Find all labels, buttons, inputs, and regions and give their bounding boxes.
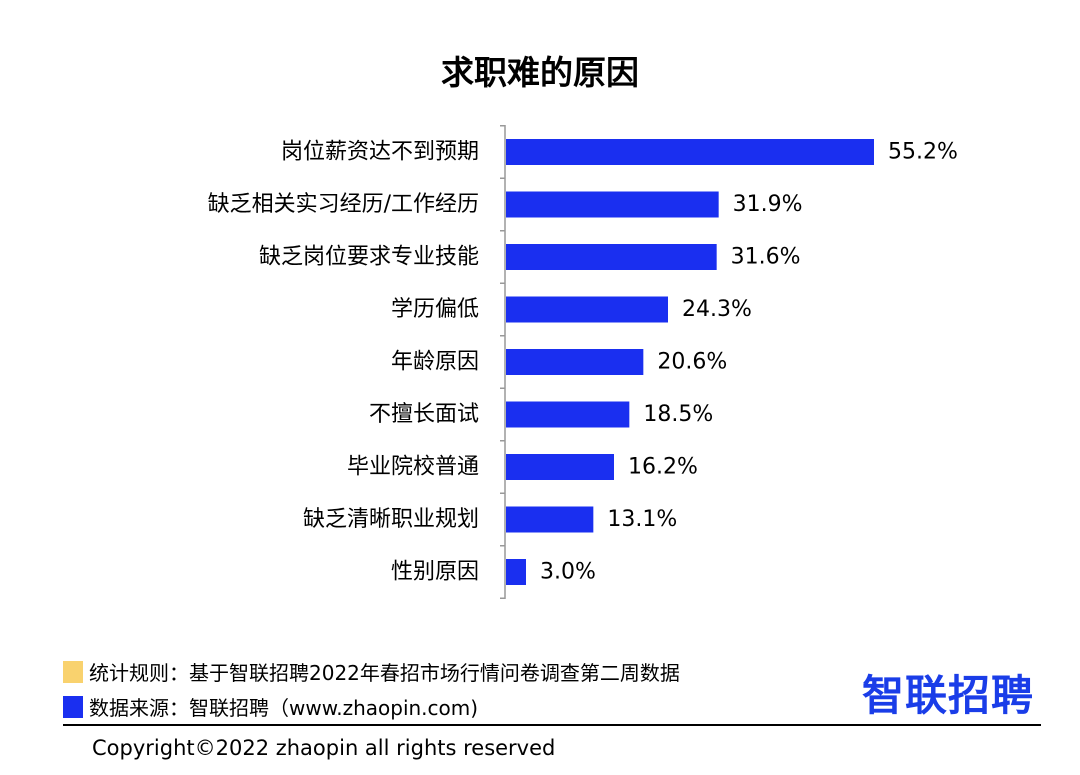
category-label: 岗位薪资达不到预期 — [281, 140, 479, 165]
data-source-note: 数据来源：智联招聘（www.zhaopin.com) — [63, 692, 478, 721]
category-label: 缺乏岗位要求专业技能 — [259, 245, 479, 270]
category-label: 缺乏清晰职业规划 — [303, 507, 479, 532]
value-label: 16.2% — [628, 455, 698, 480]
stat-rule-note: 统计规则：基于智联招聘2022年春招市场行情问卷调查第二周数据 — [63, 657, 680, 686]
value-label: 13.1% — [607, 507, 677, 532]
bar — [506, 559, 526, 585]
bar — [506, 349, 644, 375]
bar — [506, 506, 594, 533]
category-label: 缺乏相关实习经历/工作经历 — [208, 192, 479, 217]
footer-divider — [63, 724, 1041, 726]
rule-swatch — [63, 660, 83, 683]
category-label: 性别原因 — [391, 560, 479, 585]
stat-rule-text: 统计规则：基于智联招聘2022年春招市场行情问卷调查第二周数据 — [89, 661, 680, 685]
value-label: 31.6% — [731, 245, 801, 270]
value-label: 3.0% — [540, 560, 596, 585]
chart-title: 求职难的原因 — [441, 53, 639, 92]
category-label: 学历偏低 — [391, 297, 479, 322]
category-label: 年龄原因 — [391, 350, 479, 375]
bar-chart: 岗位薪资达不到预期 55.2% 缺乏相关实习经历/工作经历 31.9% 缺乏岗位要求专业… — [208, 125, 958, 599]
zhaopin-logo: 智联招聘 — [862, 671, 1035, 720]
data-source-text: 数据来源：智联招聘（www.zhaopin.com) — [89, 696, 479, 720]
bar — [506, 296, 668, 323]
value-label: 18.5% — [643, 402, 713, 427]
bar — [506, 401, 630, 428]
category-label: 不擅长面试 — [369, 402, 479, 427]
bar — [506, 191, 719, 218]
value-label: 55.2% — [888, 140, 958, 165]
copyright-text: Copyright©2022 zhaopin all rights reserv… — [92, 736, 556, 760]
bar — [506, 139, 874, 165]
value-label: 24.3% — [682, 297, 752, 322]
value-label: 20.6% — [657, 350, 727, 375]
category-label: 毕业院校普通 — [347, 455, 479, 480]
source-swatch — [63, 695, 83, 718]
bar — [506, 454, 614, 480]
value-label: 31.9% — [733, 192, 803, 217]
bar — [506, 244, 717, 270]
